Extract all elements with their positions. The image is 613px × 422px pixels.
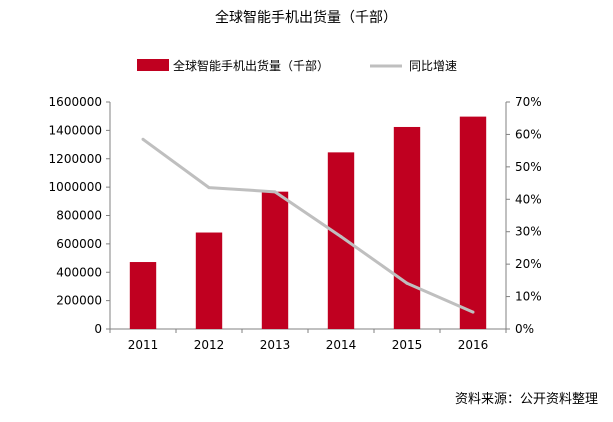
y-left-tick-label: 1000000 [49, 180, 102, 194]
y-right-tick-label: 60% [515, 127, 542, 141]
y-left-tick-label: 1600000 [49, 95, 102, 109]
y-right-tick-label: 70% [515, 95, 542, 109]
y-left-tick-label: 1400000 [49, 123, 102, 137]
line-series [141, 137, 475, 314]
bar [393, 126, 421, 329]
y-left-tick-label: 400000 [56, 265, 102, 279]
growth-point [471, 310, 475, 314]
y-right-tick-label: 20% [515, 257, 542, 271]
y-left-tick-label: 1200000 [49, 152, 102, 166]
y-right-tick-label: 30% [515, 225, 542, 239]
legend: 全球智能手机出货量（千部） 同比增速 [137, 58, 457, 73]
bar [261, 191, 289, 329]
y-left-tick-label: 800000 [56, 209, 102, 223]
bar [327, 152, 355, 329]
growth-point [207, 186, 211, 190]
growth-point [273, 190, 277, 194]
x-tick-label: 2014 [326, 338, 357, 352]
x-tick-label: 2012 [194, 338, 225, 352]
growth-point [141, 137, 145, 141]
legend-bar-swatch [137, 59, 169, 71]
y-left-tick-label: 600000 [56, 237, 102, 251]
y-left-tick-label: 0 [94, 322, 102, 336]
bar-series [129, 116, 487, 329]
y-right-tick-label: 10% [515, 290, 542, 304]
growth-point [405, 281, 409, 285]
legend-bar-label: 全球智能手机出货量（千部） [173, 58, 329, 73]
y-right-tick-label: 50% [515, 160, 542, 174]
y-right-tick-label: 40% [515, 192, 542, 206]
bar [129, 262, 157, 329]
x-tick-label: 2016 [458, 338, 489, 352]
y-left-tick-label: 200000 [56, 294, 102, 308]
x-tick-label: 2013 [260, 338, 291, 352]
x-tick-label: 2011 [128, 338, 159, 352]
x-tick-label: 2015 [392, 338, 423, 352]
source-note: 资料来源：公开资料整理 [455, 392, 598, 407]
chart-title: 全球智能手机出货量（千部） [215, 9, 397, 26]
y-right-tick-label: 0% [515, 322, 534, 336]
legend-line-label: 同比增速 [409, 59, 457, 73]
growth-point [339, 235, 343, 239]
growth-line [142, 138, 474, 314]
bar [195, 232, 223, 329]
bar [459, 116, 487, 329]
axes: 0 200000 400000 600000 800000 1000000 1200000 1… [49, 95, 542, 352]
